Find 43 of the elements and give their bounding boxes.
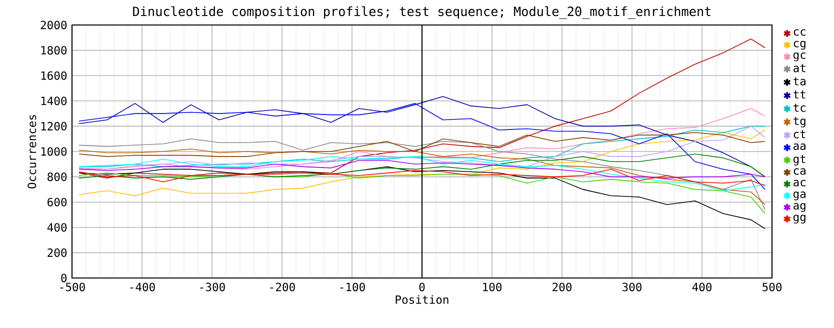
y-tick-label: 400	[47, 223, 67, 232]
legend-label: tt	[794, 90, 806, 99]
x-tick-label: -200	[270, 282, 295, 292]
chart-title: Dinucleotide composition profiles; test sequence; Module_20_motif_enrichment	[133, 6, 710, 19]
y-tick-label: 2000	[40, 20, 67, 30]
y-tick-label: 200	[48, 248, 67, 257]
y-tick-label: 0	[61, 274, 67, 282]
legend-label: ga	[793, 192, 806, 200]
y-tick-label: 1000	[41, 147, 67, 156]
legend-label: ag	[794, 203, 806, 212]
x-tick-label: -100	[340, 282, 365, 292]
legend-label: tg	[794, 116, 806, 128]
x-tick-label: 200	[552, 282, 572, 292]
legend-label: ta	[794, 77, 806, 86]
legend-label: cg	[794, 40, 806, 50]
y-tick-label: 1800	[41, 46, 67, 55]
y-tick-label: 1600	[41, 71, 67, 80]
legend-label: at	[794, 64, 806, 72]
legend-label: aa	[794, 143, 806, 150]
y-tick-label: 1400	[41, 96, 67, 106]
legend-label: tc	[794, 104, 806, 112]
legend-label: ac	[794, 180, 806, 186]
legend-label: gc	[793, 52, 806, 62]
line-series	[78, 160, 766, 178]
x-tick-label: -500	[60, 282, 85, 292]
y-axis-title: Occurrences	[28, 115, 36, 188]
legend-label: ct	[794, 130, 806, 138]
x-tick-label: 100	[483, 282, 502, 292]
x-tick-label: 0	[419, 282, 425, 292]
line-series	[78, 103, 766, 190]
x-tick-label: -300	[200, 282, 225, 292]
x-tick-label: 300	[622, 282, 642, 292]
legend-label: gg	[793, 214, 806, 224]
y-tick-label: 800	[48, 172, 67, 182]
y-tick-label: 600	[48, 198, 67, 206]
legend-label: gt	[793, 155, 806, 166]
x-tick-label: -400	[130, 282, 155, 292]
x-axis-title: Position	[396, 295, 448, 304]
legend-label: ca	[794, 168, 806, 175]
x-tick-label: 400	[692, 282, 712, 292]
y-tick-label: 1200	[41, 122, 67, 130]
x-tick-label: 500	[762, 282, 782, 292]
legend-label: cc	[794, 29, 806, 36]
